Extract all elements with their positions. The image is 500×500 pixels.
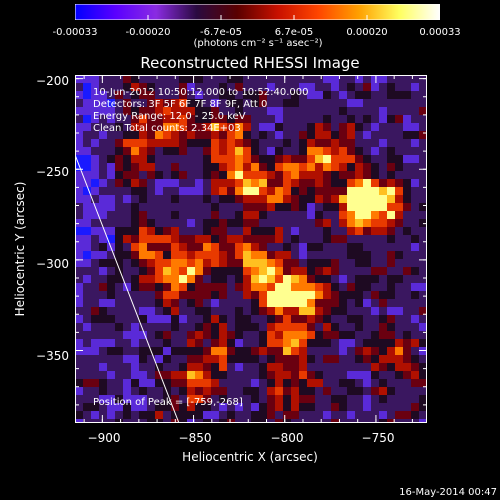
- generation-timestamp: 16-May-2014 00:47: [399, 487, 497, 498]
- colorbar-tick: 6.7e-05: [274, 27, 314, 38]
- y-tick-label: −350: [36, 349, 69, 363]
- colorbar-tick: 0.00020: [346, 27, 388, 38]
- plot-area: 10-Jun-2012 10:50:12.000 to 10:52:40.000…: [75, 75, 427, 423]
- x-axis-label: Heliocentric X (arcsec): [182, 450, 318, 464]
- colorbar-tick: -0.00033: [52, 27, 98, 38]
- colorbar: [75, 4, 440, 20]
- x-tick-label: −750: [361, 431, 395, 445]
- solar-limb-line: [75, 154, 180, 423]
- y-tick-label: −300: [36, 257, 69, 271]
- plot-frame: [75, 75, 427, 423]
- colorbar-unit-label: (photons cm⁻² s⁻¹ asec⁻²): [193, 38, 323, 49]
- colorbar-tick: 0.00033: [419, 27, 461, 38]
- x-tick-label: −850: [178, 431, 212, 445]
- detectors-annotation: Detectors: 3F 5F 6F 7F 8F 9F, Att 0: [93, 99, 268, 110]
- time-range-annotation: 10-Jun-2012 10:50:12.000 to 10:52:40.000: [93, 87, 309, 98]
- clean-counts-annotation: Clean Total counts: 2.34E+03: [93, 123, 241, 134]
- colorbar-tick: -0.00020: [125, 27, 171, 38]
- x-tick-label: −900: [87, 431, 121, 445]
- rhessi-image: [75, 75, 427, 423]
- colorbar-gradient: [75, 4, 440, 20]
- peak-position-annotation: Position of Peak = [-759,-268]: [93, 397, 243, 408]
- colorbar-tick: -6.7e-05: [200, 27, 242, 38]
- y-axis-label: Heliocentric Y (arcsec): [13, 181, 27, 317]
- y-tick-label: −250: [36, 165, 69, 179]
- energy-range-annotation: Energy Range: 12.0 - 25.0 keV: [93, 111, 246, 122]
- x-tick-label: −800: [270, 431, 304, 445]
- heatmap-cells: [75, 75, 427, 423]
- y-tick-label: −200: [36, 74, 69, 88]
- chart-title: Reconstructed RHESSI Image: [140, 54, 360, 72]
